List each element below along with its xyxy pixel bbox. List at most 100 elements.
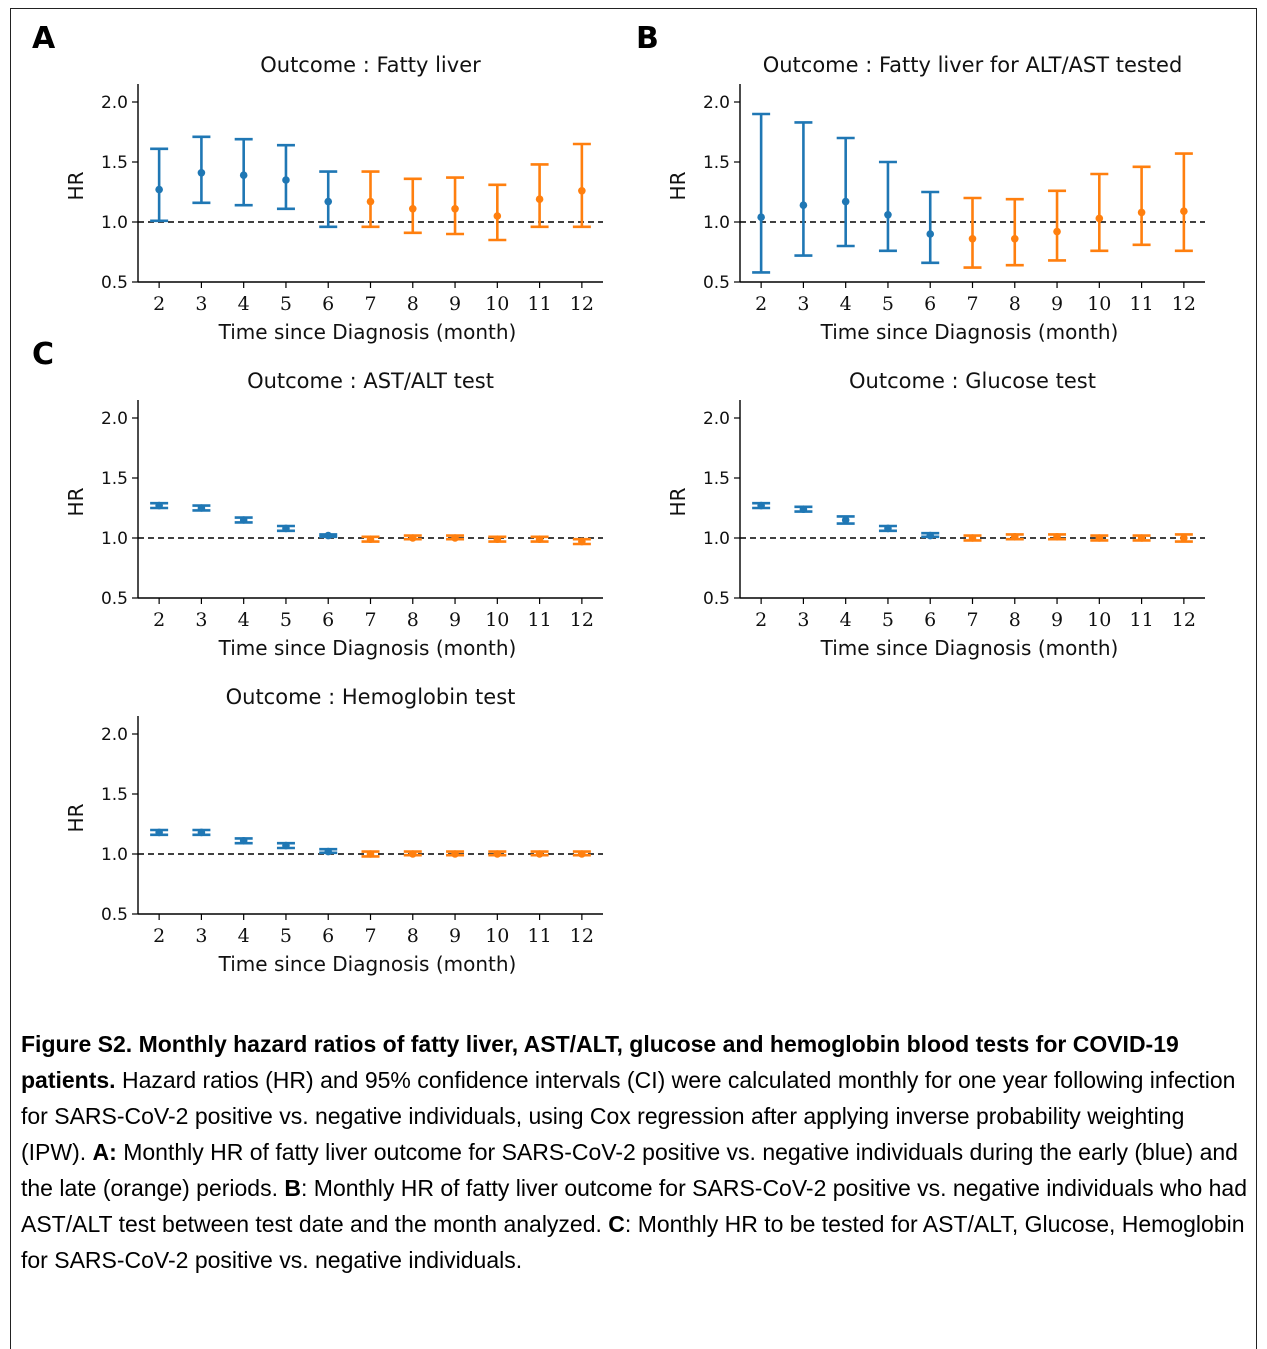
chart-2-errorbar-4: [319, 531, 338, 540]
chart-4-errorbar-3: [276, 841, 295, 850]
chart-0-xtick-label-6: 8: [407, 293, 419, 315]
chart-4-xtick-label-10: 12: [570, 925, 594, 947]
chart-0-xtick-label-7: 9: [449, 293, 461, 315]
chart-3-errorbar-1: [794, 505, 813, 513]
chart-4-errorbar-8: [488, 850, 507, 858]
chart-2-errorbar-7: [446, 534, 465, 542]
chart-3-ytick-label-2: 1.5: [703, 469, 730, 489]
figure-caption: Figure S2. Monthly hazard ratios of fatt…: [21, 1026, 1253, 1278]
chart-0-xtick-label-10: 12: [570, 293, 594, 315]
chart-1: Outcome : Fatty liver for ALT/AST tested…: [666, 53, 1205, 344]
chart-1-hr-point-5: [968, 235, 977, 243]
chart-2-errorbar-5: [361, 535, 380, 543]
chart-0-xtick-label-5: 7: [364, 293, 376, 315]
panel-letter-c: C: [32, 337, 54, 372]
chart-1-xtick-label-0: 2: [755, 293, 767, 315]
chart-3-hr-point-6: [1010, 533, 1019, 541]
chart-4-errorbar-2: [234, 837, 253, 845]
chart-3-hr-point-4: [926, 531, 935, 540]
chart-0-ytick-label-3: 2.0: [101, 93, 128, 113]
chart-2-ytick-label-1: 1.0: [101, 529, 128, 549]
chart-3-ytick-label-3: 2.0: [703, 409, 730, 429]
chart-4-ylabel: HR: [64, 803, 88, 832]
chart-2-hr-point-8: [493, 535, 502, 543]
chart-3-xtick-label-5: 7: [966, 609, 978, 631]
charts-group: Outcome : Fatty liver 0.5 1.0 1.5 2.0 2 3 4 5 6 7 8…: [64, 53, 1205, 976]
chart-3-xtick-label-7: 9: [1051, 609, 1063, 631]
chart-3-errorbar-10: [1174, 533, 1193, 543]
chart-0-xtick-label-8: 10: [485, 293, 509, 315]
chart-1-hr-point-7: [1053, 227, 1061, 236]
chart-0-xtick-label-2: 4: [238, 293, 250, 315]
chart-1-xtick-label-5: 7: [966, 293, 978, 315]
chart-0-hr-point-3: [282, 176, 290, 184]
chart-1-errorbar-9: [1132, 165, 1151, 247]
chart-2-xtick-label-1: 3: [195, 609, 207, 631]
chart-4-errorbar-5: [361, 850, 380, 858]
chart-2-xtick-label-9: 11: [527, 609, 551, 631]
chart-4-errorbar-1: [192, 828, 211, 837]
chart-4-xtick-label-9: 11: [527, 925, 551, 947]
chart-2-ytick-label-0: 0.5: [101, 589, 128, 609]
chart-3-errorbar-0: [752, 501, 771, 510]
chart-1-errorbar-2: [836, 136, 855, 248]
chart-3-xtick-label-10: 12: [1172, 609, 1196, 631]
chart-3-xtick-label-1: 3: [797, 609, 809, 631]
chart-4-hr-point-3: [282, 841, 290, 850]
chart-4-xtick-label-8: 10: [485, 925, 509, 947]
chart-1-xtick-label-3: 5: [882, 293, 894, 315]
chart-0-errorbar-4: [319, 170, 338, 229]
chart-2-xtick-label-8: 10: [485, 609, 509, 631]
chart-1-xtick-label-1: 3: [797, 293, 809, 315]
chart-2-errorbar-1: [192, 504, 211, 512]
chart-4-hr-point-7: [451, 850, 459, 858]
caption-label-a: A:: [92, 1139, 117, 1165]
chart-2-xtick-label-10: 12: [570, 609, 594, 631]
panel-letter-b: B: [636, 21, 659, 56]
caption-text-c: : Monthly HR to be tested for AST/ALT, G…: [21, 1211, 1245, 1273]
chart-4-hr-point-5: [366, 850, 375, 858]
chart-3: Outcome : Glucose test 0.5 1.0 1.5 2.0 2 3 4 5 6 7…: [666, 369, 1205, 660]
caption-text-b: : Monthly HR of fatty liver outcome for …: [21, 1175, 1248, 1237]
chart-2-xtick-label-4: 6: [322, 609, 334, 631]
chart-1-hr-point-2: [841, 197, 850, 206]
chart-3-hr-point-1: [799, 505, 808, 513]
chart-3-errorbar-3: [878, 524, 897, 533]
chart-2-xlabel: Time since Diagnosis (month): [218, 636, 517, 660]
chart-2-ylabel: HR: [64, 487, 88, 516]
chart-1-errorbar-7: [1048, 189, 1067, 262]
chart-0-errorbar-6: [403, 177, 422, 235]
chart-4-errorbar-10: [572, 850, 591, 858]
chart-0-title: Outcome : Fatty liver: [260, 53, 481, 77]
chart-3-hr-point-8: [1095, 534, 1104, 542]
chart-1-errorbar-8: [1090, 172, 1109, 253]
chart-1-ylabel: HR: [666, 171, 690, 200]
chart-4-xtick-label-4: 6: [322, 925, 334, 947]
panel-letter-a: A: [32, 21, 56, 56]
caption-title: Figure S2. Monthly hazard ratios of fatt…: [21, 1031, 1179, 1093]
chart-4-errorbar-4: [319, 847, 338, 856]
chart-4-xtick-label-7: 9: [449, 925, 461, 947]
chart-2-hr-point-2: [239, 516, 248, 524]
chart-0-hr-point-6: [408, 205, 417, 213]
chart-0-hr-point-1: [197, 169, 206, 177]
chart-1-hr-point-0: [757, 213, 765, 221]
chart-4-errorbar-6: [403, 850, 422, 858]
chart-3-title: Outcome : Glucose test: [849, 369, 1096, 393]
chart-0-errorbar-3: [276, 143, 295, 211]
chart-2-hr-point-4: [324, 531, 333, 540]
caption-label-b: B: [284, 1175, 302, 1201]
chart-3-ytick-label-0: 0.5: [703, 589, 730, 609]
chart-2-hr-point-6: [408, 534, 417, 542]
chart-1-hr-point-3: [884, 211, 892, 219]
chart-3-hr-point-5: [968, 534, 977, 542]
chart-2-ytick-label-3: 2.0: [101, 409, 128, 429]
chart-3-xtick-label-9: 11: [1129, 609, 1153, 631]
chart-0-hr-point-9: [535, 195, 544, 203]
chart-4-xtick-label-6: 8: [407, 925, 419, 947]
chart-1-hr-point-10: [1180, 207, 1188, 215]
chart-3-errorbar-7: [1048, 533, 1067, 541]
chart-0-hr-point-2: [239, 171, 248, 179]
chart-3-ytick-label-1: 1.0: [703, 529, 730, 549]
chart-1-xtick-label-10: 12: [1172, 293, 1196, 315]
